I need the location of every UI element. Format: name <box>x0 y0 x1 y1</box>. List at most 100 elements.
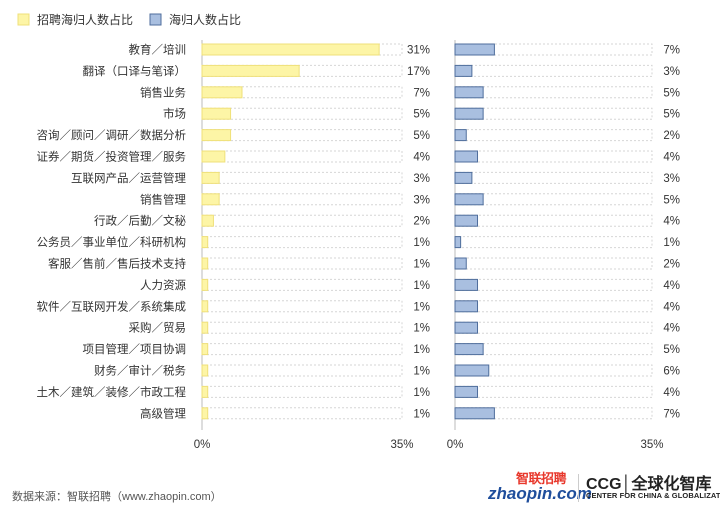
bar-returnee <box>454 385 479 398</box>
category-label: 土木／建筑／装修／市政工程 <box>37 385 187 399</box>
value-label-recruit: 31% <box>407 45 430 57</box>
bar-track <box>454 43 653 56</box>
axis-min-label-returnee: 0% <box>447 439 464 451</box>
data-source-note: 数据来源：智联招聘（www.zhaopin.com） <box>12 491 222 503</box>
value-label-returnee: 3% <box>663 173 680 185</box>
axis-min-label-recruit: 0% <box>194 439 211 451</box>
value-label-returnee: 7% <box>663 45 680 57</box>
category-label: 软件／互联网开发／系统集成 <box>37 299 187 313</box>
bar-track <box>454 171 653 184</box>
panel-recruit-ratio: 31% 17% 7% 5% 5% 4% 3% 3% 2% 1% 1% 1% 1% 1% 1% 1% 1% 1% 0%… <box>194 40 430 451</box>
bar-track <box>201 129 403 142</box>
bar-returnee <box>454 321 479 334</box>
bar-track <box>454 343 653 356</box>
bar-returnee <box>454 107 484 120</box>
value-label-recruit: 1% <box>413 280 430 292</box>
bar-track <box>201 150 403 163</box>
category-label: 人力资源 <box>140 278 186 292</box>
bar-recruit <box>201 171 220 184</box>
legend-swatch-recruit <box>17 13 30 26</box>
bar-returnee <box>454 193 484 206</box>
bar-track <box>454 385 653 398</box>
bar-track <box>201 343 403 356</box>
category-label: 教育／培训 <box>129 43 187 57</box>
category-label: 证券／期货／投资管理／服务 <box>37 150 187 164</box>
bar-track <box>201 278 403 291</box>
value-label-returnee: 4% <box>663 280 680 292</box>
value-label-recruit: 4% <box>413 152 430 164</box>
bar-recruit <box>201 300 209 313</box>
bar-track <box>454 278 653 291</box>
bar-track <box>201 385 403 398</box>
value-label-returnee: 1% <box>663 237 680 249</box>
bar-recruit <box>201 278 209 291</box>
bar-recruit <box>201 364 209 377</box>
bar-track <box>201 214 403 227</box>
value-label-returnee: 5% <box>663 109 680 121</box>
zhaopin-logo: 智联招聘 zhaopin.com <box>488 468 592 512</box>
value-label-recruit: 1% <box>413 408 430 420</box>
legend-swatch-returnee <box>149 13 162 26</box>
logo-divider <box>578 474 579 502</box>
legend: 招聘海归人数占比 海归人数占比 <box>17 12 241 27</box>
bar-returnee <box>454 407 495 420</box>
category-label: 财务／审计／税务 <box>94 364 186 378</box>
value-label-returnee: 5% <box>663 344 680 356</box>
bar-returnee <box>454 343 484 356</box>
value-label-returnee: 4% <box>663 301 680 313</box>
value-label-recruit: 5% <box>413 130 430 142</box>
bar-recruit <box>201 193 220 206</box>
bar-returnee <box>454 364 490 377</box>
bar-returnee <box>454 236 462 249</box>
ccg-logo-main: CCG│全球化智库 <box>586 476 712 493</box>
ccg-logo-sub: CENTER FOR CHINA & GLOBALIZATION <box>586 491 720 500</box>
bar-recruit <box>201 43 380 56</box>
bar-track <box>454 150 653 163</box>
category-label: 行政／后勤／文秘 <box>94 214 186 228</box>
value-label-returnee: 2% <box>663 259 680 271</box>
value-label-returnee: 4% <box>663 152 680 164</box>
bar-returnee <box>454 214 479 227</box>
value-label-returnee: 4% <box>663 387 680 399</box>
bar-returnee <box>454 257 467 270</box>
bar-track <box>454 257 653 270</box>
bar-recruit <box>201 257 209 270</box>
category-label: 采购／贸易 <box>129 321 187 335</box>
bar-track <box>201 107 403 120</box>
value-label-recruit: 5% <box>413 109 430 121</box>
bar-track <box>454 107 653 120</box>
value-label-recruit: 1% <box>413 237 430 249</box>
category-label: 高级管理 <box>140 406 186 420</box>
zhaopin-logo-en: zhaopin.com <box>488 484 592 503</box>
category-label: 市场 <box>163 107 186 121</box>
bar-track <box>454 300 653 313</box>
category-label: 翻译（口译与笔译） <box>83 64 187 78</box>
bar-track <box>201 364 403 377</box>
bar-recruit <box>201 129 232 142</box>
bar-returnee <box>454 64 473 77</box>
ccg-logo: CCG│全球化智库 CENTER FOR CHINA & GLOBALIZATI… <box>586 470 720 510</box>
value-label-recruit: 1% <box>413 301 430 313</box>
value-label-returnee: 7% <box>663 408 680 420</box>
bar-track <box>454 407 653 420</box>
axis-max-label-recruit: 35% <box>390 439 413 451</box>
value-label-recruit: 1% <box>413 387 430 399</box>
category-label: 公务员／事业单位／科研机构 <box>37 235 187 249</box>
legend-label-returnee: 海归人数占比 <box>169 12 241 27</box>
bar-track <box>454 236 653 249</box>
bar-recruit <box>201 236 209 249</box>
bar-track <box>454 64 653 77</box>
bar-returnee <box>454 43 495 56</box>
value-label-recruit: 3% <box>413 173 430 185</box>
bar-track <box>454 214 653 227</box>
bar-track <box>454 364 653 377</box>
value-label-recruit: 17% <box>407 66 430 78</box>
bar-recruit <box>201 343 209 356</box>
value-label-returnee: 3% <box>663 66 680 78</box>
axis-max-label-returnee: 35% <box>640 439 663 451</box>
bar-recruit <box>201 150 226 163</box>
bar-returnee <box>454 171 473 184</box>
value-label-returnee: 5% <box>663 194 680 206</box>
